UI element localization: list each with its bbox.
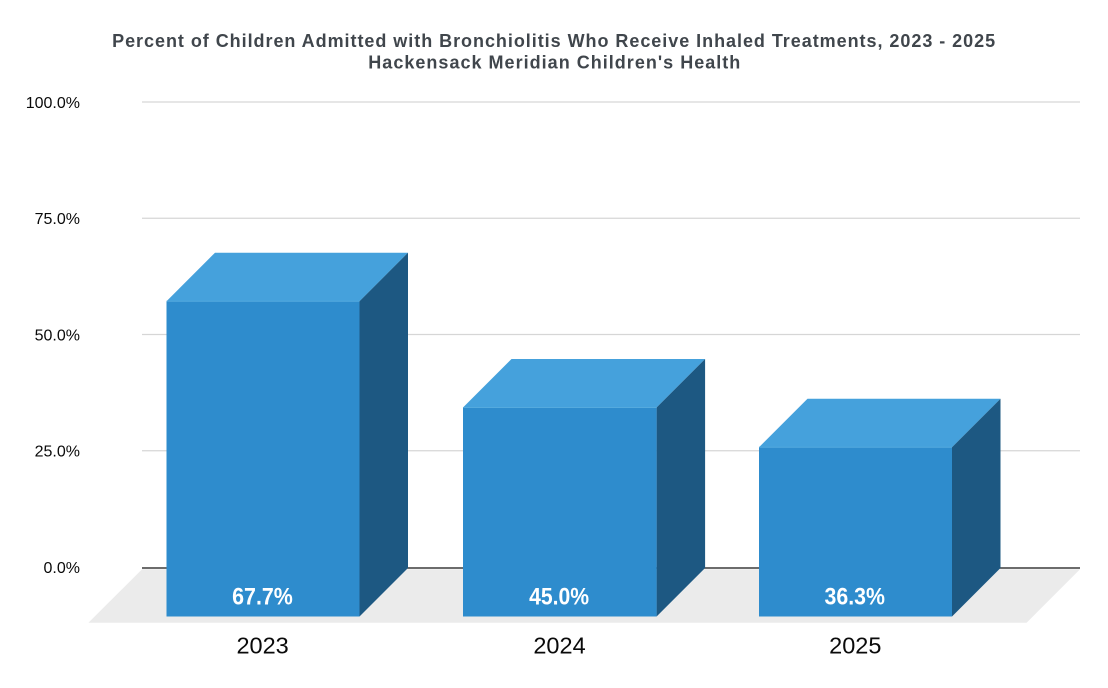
svg-text:50.0%: 50.0% [35, 327, 80, 344]
svg-text:67.7%: 67.7% [232, 584, 293, 611]
svg-text:Hackensack Meridian Children's: Hackensack Meridian Children's Health [368, 52, 740, 72]
svg-text:Percent of Children Admitted w: Percent of Children Admitted with Bronch… [112, 31, 995, 51]
svg-text:36.3%: 36.3% [825, 584, 886, 611]
svg-text:0.0%: 0.0% [44, 560, 80, 577]
svg-text:75.0%: 75.0% [35, 211, 80, 228]
svg-text:25.0%: 25.0% [35, 444, 80, 461]
svg-text:2023: 2023 [236, 633, 288, 659]
svg-text:45.0%: 45.0% [529, 584, 589, 611]
svg-text:2025: 2025 [829, 633, 881, 659]
svg-text:100.0%: 100.0% [26, 95, 80, 112]
svg-text:2024: 2024 [533, 633, 585, 659]
